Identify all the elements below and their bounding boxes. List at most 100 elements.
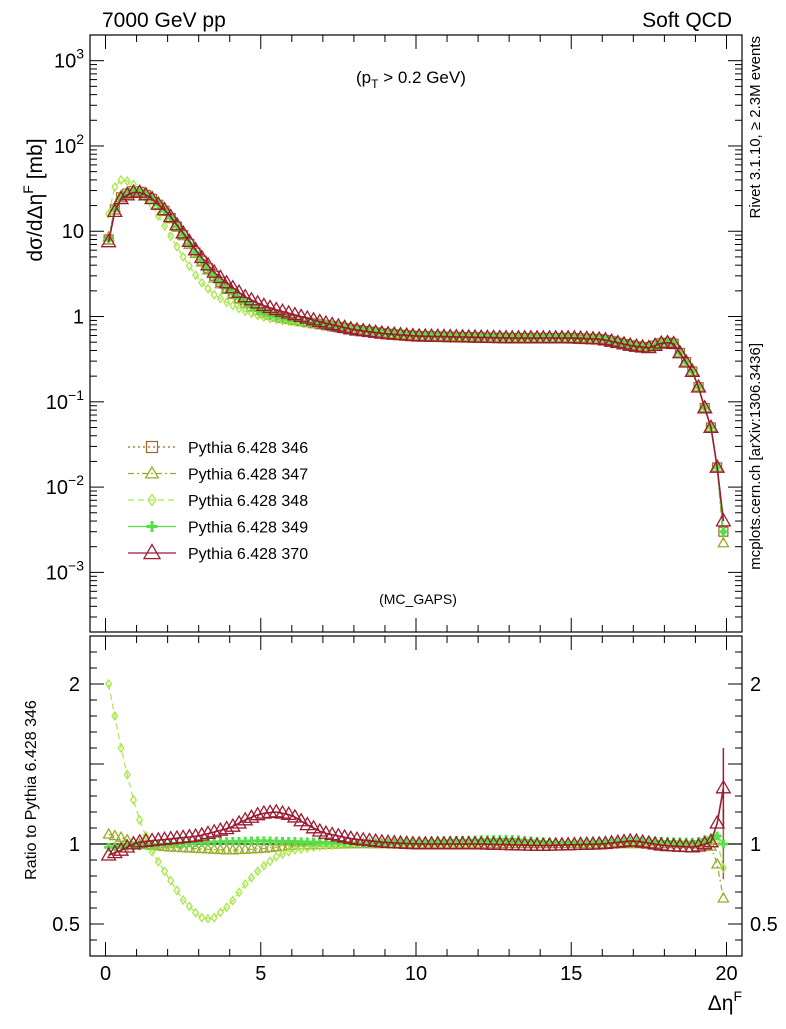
ratio-data-point [237, 811, 254, 826]
ratio-data-point [719, 862, 727, 874]
ratio-data-point [307, 838, 320, 850]
header-right: Soft QCD [642, 9, 732, 32]
ratio-data-point [247, 872, 256, 883]
y-tick-label: 10−1 [46, 387, 84, 414]
ratio-data-point [187, 827, 204, 842]
data-point [229, 300, 237, 311]
legend-entry: Pythia 6.428 347 [128, 465, 308, 484]
legend-entry: Pythia 6.428 348 [128, 493, 308, 510]
ratio-data-point [229, 895, 237, 906]
data-point [198, 277, 206, 288]
data-point [187, 241, 204, 256]
ratio-data-point [106, 844, 123, 859]
y-tick-label: 103 [54, 46, 84, 73]
ratio-data-point [210, 912, 218, 923]
ratio-data-point [709, 814, 726, 829]
ratio-data-point [193, 826, 210, 841]
data-point [137, 186, 154, 201]
x-tick-label: 5 [255, 963, 266, 985]
x-axis-label: ΔηF [708, 988, 742, 1015]
ratio-data-point [119, 838, 136, 853]
data-point [709, 458, 726, 473]
y-tick-label: 10 [62, 221, 84, 243]
ratio-data-point [183, 841, 196, 853]
data-point [173, 241, 181, 252]
ratio-data-point [113, 841, 130, 856]
data-point [113, 190, 130, 205]
legend: Pythia 6.428 346 Pythia 6.428 347 Pythia 6… [128, 440, 308, 563]
ratio-y-axis-label: Ratio to Pythia 6.428 346 [23, 700, 40, 880]
data-point [210, 289, 218, 300]
legend-marker [144, 465, 160, 479]
x-tick-label: 0 [100, 963, 111, 985]
ratio-data-point [201, 842, 215, 854]
ratio-data-point [232, 843, 246, 855]
series-346 [103, 186, 729, 537]
legend-entry: Pythia 6.428 370 [128, 543, 308, 563]
data-point [150, 195, 167, 210]
series-line [108, 189, 724, 544]
ratio-data-point [254, 866, 262, 877]
x-tick-label: 10 [405, 963, 427, 985]
ratio-data-point [251, 842, 264, 854]
data-point [119, 186, 136, 201]
data-point [218, 274, 235, 289]
data-point [106, 203, 123, 218]
ratio-data-point [206, 823, 223, 838]
ratio-data-point [136, 814, 144, 826]
cut-label: (pT > 0.2 GeV) [356, 68, 466, 91]
data-point [678, 353, 695, 368]
ratio-data-point [223, 902, 231, 913]
ratio-data-point [293, 812, 310, 827]
data-point [144, 190, 161, 205]
ratio-y-tick-label: 2 [69, 674, 80, 696]
ratio-data-point [167, 875, 175, 886]
ratio-data-point [235, 887, 243, 898]
ratio-data-point [198, 912, 206, 923]
data-point [671, 344, 688, 359]
data-point [243, 291, 260, 306]
ratio-data-point [154, 856, 162, 867]
ratio-data-point [100, 846, 117, 861]
ratio-data-point [301, 838, 314, 850]
ratio-data-point [207, 842, 221, 854]
ratio-data-point [291, 844, 299, 856]
ratio-data-point [241, 878, 249, 890]
ratio-y-tick-label: 0.5 [52, 914, 80, 936]
data-point [665, 335, 682, 350]
ratio-data-point [710, 857, 724, 869]
ratio-data-point [160, 866, 169, 877]
y-axis-label: dσ/dΔηF [mb] [20, 138, 47, 261]
ratio-data-point [684, 838, 701, 853]
data-point [235, 303, 243, 314]
ratio-data-point [224, 817, 241, 832]
ratio-data-point [272, 851, 280, 862]
legend-label: Pythia 6.428 370 [188, 546, 308, 563]
ratio-y-tick-label-right: 2 [750, 674, 761, 696]
y-tick-label: 102 [54, 131, 84, 158]
ratio-data-point [117, 742, 125, 754]
legend-label: Pythia 6.428 346 [188, 440, 308, 457]
data-point [690, 378, 707, 393]
data-point [117, 174, 125, 186]
data-point [702, 418, 719, 433]
ratio-data-point [704, 839, 718, 851]
ratio-data-point [108, 829, 122, 841]
ratio-data-point [285, 846, 293, 857]
ratio-data-point [231, 814, 248, 829]
data-point [175, 224, 192, 239]
ratio-y-tick-label-right: 0.5 [750, 914, 778, 936]
ratio-series-line [108, 683, 724, 920]
ratio-data-point [176, 841, 190, 853]
ratio-data-point [309, 841, 318, 853]
series-349 [104, 186, 728, 537]
legend-label: Pythia 6.428 347 [188, 467, 308, 484]
x-tick-label: 15 [560, 963, 582, 985]
ratio-data-point [286, 808, 303, 823]
ratio-data-point [170, 840, 184, 852]
legend-marker [145, 440, 159, 454]
data-point [131, 183, 148, 198]
ratio-data-point [690, 837, 707, 852]
ratio-data-point [148, 846, 156, 858]
x-tick-label: 20 [715, 963, 737, 985]
